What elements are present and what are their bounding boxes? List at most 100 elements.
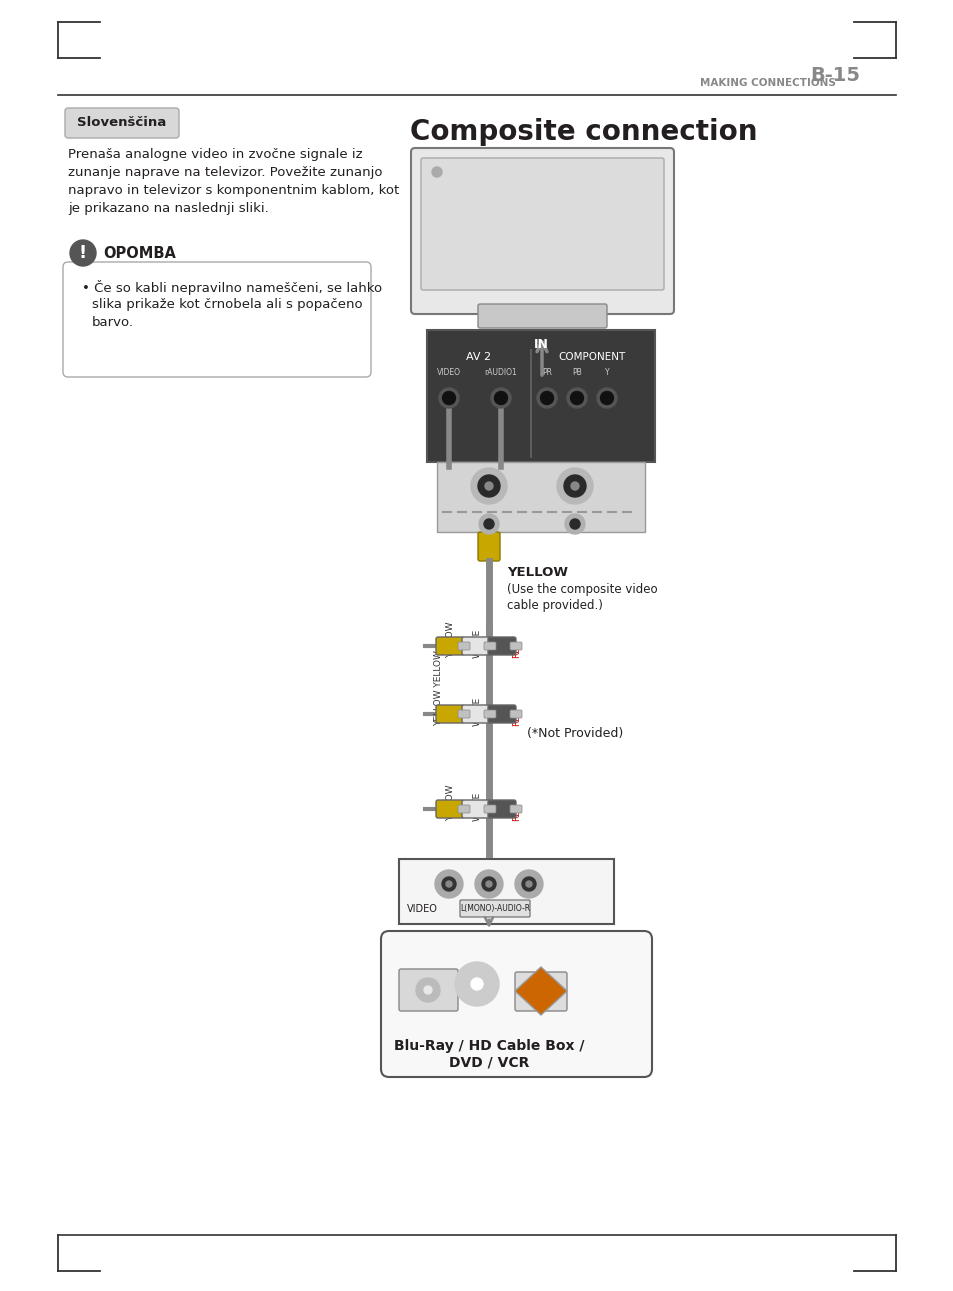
- FancyBboxPatch shape: [436, 636, 463, 655]
- FancyBboxPatch shape: [477, 532, 499, 562]
- FancyBboxPatch shape: [510, 710, 521, 718]
- Text: Composite connection: Composite connection: [410, 117, 757, 146]
- Circle shape: [446, 880, 452, 887]
- FancyBboxPatch shape: [420, 158, 663, 290]
- FancyBboxPatch shape: [488, 636, 516, 655]
- Circle shape: [515, 870, 542, 899]
- Bar: [427, 330, 655, 462]
- Circle shape: [564, 514, 584, 534]
- Text: YELLOW: YELLOW: [446, 785, 455, 821]
- Text: rAUDIO1: rAUDIO1: [484, 368, 517, 377]
- Text: WHITE: WHITE: [472, 629, 481, 658]
- Text: !: !: [79, 244, 87, 262]
- Circle shape: [438, 389, 458, 408]
- Circle shape: [423, 986, 432, 994]
- Circle shape: [521, 877, 536, 891]
- Text: • Če so kabli nepravilno nameščeni, se lahko: • Če so kabli nepravilno nameščeni, se l…: [82, 280, 382, 296]
- FancyBboxPatch shape: [461, 705, 490, 723]
- Text: Blu-Ray / HD Cable Box /: Blu-Ray / HD Cable Box /: [394, 1039, 583, 1053]
- Text: WHITE: WHITE: [472, 697, 481, 726]
- Circle shape: [435, 870, 462, 899]
- Circle shape: [485, 880, 492, 887]
- FancyBboxPatch shape: [510, 806, 521, 813]
- Circle shape: [441, 877, 456, 891]
- Text: zunanje naprave na televizor. Povežite zunanjo: zunanje naprave na televizor. Povežite z…: [68, 167, 382, 179]
- FancyBboxPatch shape: [411, 148, 673, 314]
- FancyBboxPatch shape: [457, 642, 470, 649]
- Text: PB: PB: [572, 368, 581, 377]
- FancyBboxPatch shape: [459, 900, 530, 917]
- FancyBboxPatch shape: [510, 642, 521, 649]
- Circle shape: [477, 475, 499, 497]
- Polygon shape: [515, 967, 566, 1015]
- Text: RED: RED: [512, 707, 521, 726]
- FancyBboxPatch shape: [380, 931, 651, 1077]
- FancyBboxPatch shape: [65, 108, 179, 138]
- Text: VIDEO: VIDEO: [436, 368, 460, 377]
- Text: COMPONENT: COMPONENT: [558, 352, 625, 361]
- Circle shape: [481, 877, 496, 891]
- Text: AV 2: AV 2: [466, 352, 491, 361]
- Bar: [398, 859, 614, 924]
- FancyBboxPatch shape: [477, 303, 606, 328]
- Circle shape: [478, 514, 498, 534]
- Text: YELLOW: YELLOW: [446, 621, 455, 658]
- Circle shape: [525, 880, 532, 887]
- Circle shape: [475, 870, 502, 899]
- Text: barvo.: barvo.: [91, 316, 133, 329]
- Circle shape: [471, 469, 506, 503]
- Text: IN: IN: [533, 338, 548, 351]
- Text: OPOMBA: OPOMBA: [103, 245, 175, 261]
- Text: B-15: B-15: [809, 66, 859, 85]
- Bar: [436, 462, 644, 532]
- Text: MAKING CONNECTIONS: MAKING CONNECTIONS: [700, 77, 835, 88]
- Text: DVD / VCR: DVD / VCR: [448, 1055, 529, 1069]
- Text: cable provided.): cable provided.): [506, 599, 602, 612]
- Text: YELLOW YELLOW: YELLOW YELLOW: [434, 651, 443, 726]
- Text: YELLOW: YELLOW: [506, 565, 567, 578]
- Text: napravo in televizor s komponentnim kablom, kot: napravo in televizor s komponentnim kabl…: [68, 185, 399, 198]
- FancyBboxPatch shape: [483, 806, 496, 813]
- Text: RED: RED: [512, 639, 521, 657]
- FancyBboxPatch shape: [436, 705, 463, 723]
- Text: RED: RED: [512, 802, 521, 821]
- FancyBboxPatch shape: [457, 710, 470, 718]
- FancyBboxPatch shape: [483, 710, 496, 718]
- Circle shape: [566, 389, 586, 408]
- Text: (*Not Provided): (*Not Provided): [526, 728, 622, 741]
- Circle shape: [599, 391, 613, 404]
- FancyBboxPatch shape: [488, 705, 516, 723]
- Text: Y: Y: [604, 368, 609, 377]
- Circle shape: [483, 519, 494, 529]
- Text: je prikazano na naslednji sliki.: je prikazano na naslednji sliki.: [68, 201, 269, 216]
- Text: VIDEO: VIDEO: [407, 904, 437, 914]
- Circle shape: [70, 240, 96, 266]
- Circle shape: [484, 482, 493, 491]
- Text: PR: PR: [541, 368, 552, 377]
- FancyBboxPatch shape: [63, 262, 371, 377]
- FancyBboxPatch shape: [461, 800, 490, 818]
- Circle shape: [571, 482, 578, 491]
- Circle shape: [455, 962, 498, 1006]
- Circle shape: [570, 391, 583, 404]
- Circle shape: [494, 391, 507, 404]
- Text: Prenaša analogne video in zvočne signale iz: Prenaša analogne video in zvočne signale…: [68, 148, 362, 161]
- Text: Slovenščina: Slovenščina: [77, 116, 167, 129]
- FancyBboxPatch shape: [483, 642, 496, 649]
- FancyBboxPatch shape: [457, 806, 470, 813]
- Circle shape: [416, 979, 439, 1002]
- Circle shape: [563, 475, 585, 497]
- Circle shape: [491, 389, 511, 408]
- Circle shape: [569, 519, 579, 529]
- FancyBboxPatch shape: [461, 636, 490, 655]
- Text: (Use the composite video: (Use the composite video: [506, 584, 657, 596]
- Circle shape: [597, 389, 617, 408]
- Circle shape: [540, 391, 553, 404]
- FancyBboxPatch shape: [515, 972, 566, 1011]
- Text: slika prikaže kot črnobela ali s popačeno: slika prikaže kot črnobela ali s popačen…: [91, 298, 362, 311]
- Circle shape: [557, 469, 593, 503]
- Circle shape: [537, 389, 557, 408]
- FancyBboxPatch shape: [436, 800, 463, 818]
- Text: L(MONO)-AUDIO-R: L(MONO)-AUDIO-R: [459, 905, 530, 914]
- Circle shape: [471, 979, 482, 990]
